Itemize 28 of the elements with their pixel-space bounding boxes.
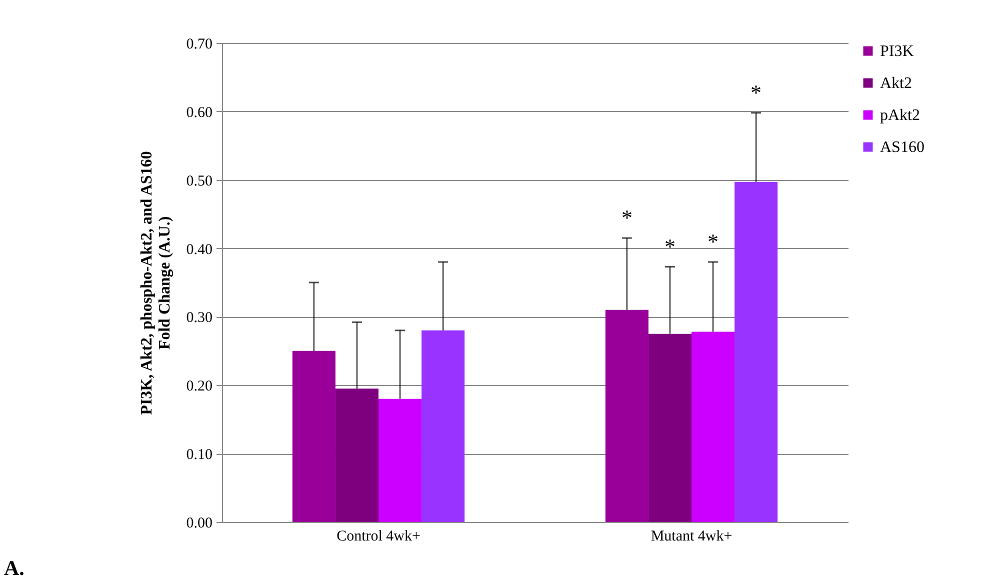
legend-label: AS160 <box>880 139 924 156</box>
bar <box>378 398 422 522</box>
y-tick-label: 0.00 <box>186 516 212 532</box>
y-tick-label: 0.10 <box>186 447 212 464</box>
y-tick-label: 0.30 <box>186 310 212 326</box>
bar <box>422 330 465 522</box>
y-tick-label: 0.70 <box>186 36 212 52</box>
text: A. <box>4 556 24 581</box>
x-tick-label: Mutant 4wk+ <box>650 528 732 544</box>
y-tick-label: 0.20 <box>186 378 212 395</box>
bar <box>692 332 735 522</box>
legend-label: PI3K <box>880 43 914 60</box>
bar <box>734 182 778 522</box>
legend-label: pAkt2 <box>880 107 920 124</box>
x-tick-label: Control 4wk+ <box>336 528 420 544</box>
bar <box>605 310 648 522</box>
bar <box>648 334 692 522</box>
annotation: * <box>664 234 676 259</box>
legend-label: Akt2 <box>880 75 912 92</box>
annotation: * <box>708 228 719 254</box>
y-tick-label: 0.50 <box>186 173 212 190</box>
y-axis-title: PI3K, Akt2, phospho-Akt2, and AS160 Fold Change (A.U.) <box>138 151 174 415</box>
annotation: * <box>621 205 632 230</box>
bar <box>292 350 336 522</box>
y-tick-label: 0.60 <box>186 104 212 121</box>
annotation: * <box>750 80 762 105</box>
bar <box>335 388 378 522</box>
y-tick-label: 0.40 <box>186 242 212 258</box>
